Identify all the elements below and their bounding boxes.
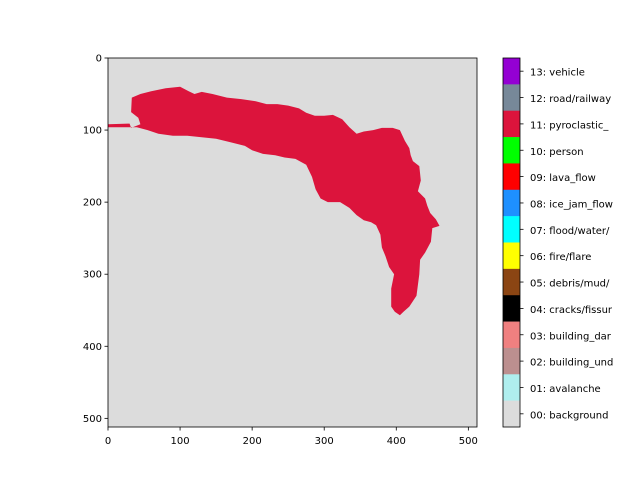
y-axis: 0 100 200 300 400 500 (83, 54, 108, 425)
x-tick-label: 500 (459, 436, 478, 447)
y-tick-label: 100 (83, 126, 102, 137)
y-tick-label: 200 (83, 198, 102, 209)
colorbar-label: 00: background (530, 410, 608, 421)
x-tick-label: 0 (105, 436, 111, 447)
x-tick-label: 400 (387, 436, 406, 447)
colorbar-legend: 13: vehicle 12: road/railway 11: pyroclast… (502, 57, 613, 428)
x-tick-label: 200 (243, 436, 262, 447)
colorbar-swatch (503, 189, 520, 217)
colorbar-swatch (503, 137, 520, 164)
y-tick-label: 0 (96, 54, 102, 65)
colorbar-label: 02: building_und (530, 358, 613, 369)
colorbar-swatch (503, 84, 520, 112)
colorbar-label: 06: fire/flare (530, 252, 591, 263)
colorbar-label: 12: road/railway (530, 94, 611, 105)
colorbar-swatch (503, 347, 520, 375)
y-tick-label: 500 (83, 414, 102, 425)
colorbar-label: 10: person (530, 147, 584, 158)
y-tick-label: 300 (83, 270, 102, 281)
colorbar-label: 03: building_dar (530, 331, 612, 342)
plot-frame (107, 57, 478, 428)
colorbar-label: 08: ice_jam_flow (530, 199, 613, 210)
colorbar-swatch (503, 400, 520, 428)
colorbar-swatch (503, 110, 520, 138)
x-tick-label: 100 (171, 436, 190, 447)
plot-area (107, 57, 478, 428)
colorbar-swatch (503, 216, 520, 243)
colorbar-label: 09: lava_flow (530, 173, 596, 184)
colorbar-label: 13: vehicle (530, 68, 585, 79)
pyroclastic-region (108, 86, 440, 316)
colorbar-swatch (503, 242, 520, 270)
colorbar-label: 05: debris/mud/ (530, 279, 610, 290)
colorbar-label: 01: avalanche (530, 384, 601, 395)
colorbar-swatch (503, 374, 520, 401)
colorbar-label: 11: pyroclastic_ (530, 120, 609, 131)
x-axis: 0 100 200 300 400 500 (105, 427, 478, 447)
colorbar-frame (502, 57, 521, 428)
y-tick-label: 400 (83, 342, 102, 353)
colorbar-swatch (503, 268, 520, 296)
colorbar-label: 04: cracks/fissur (530, 305, 613, 316)
colorbar-swatch (503, 163, 520, 191)
x-tick-label: 300 (315, 436, 334, 447)
colorbar-swatch (503, 321, 520, 349)
colorbar-label: 07: flood/water/ (530, 226, 610, 237)
colorbar-swatch (503, 58, 520, 85)
colorbar-swatch (503, 295, 520, 322)
